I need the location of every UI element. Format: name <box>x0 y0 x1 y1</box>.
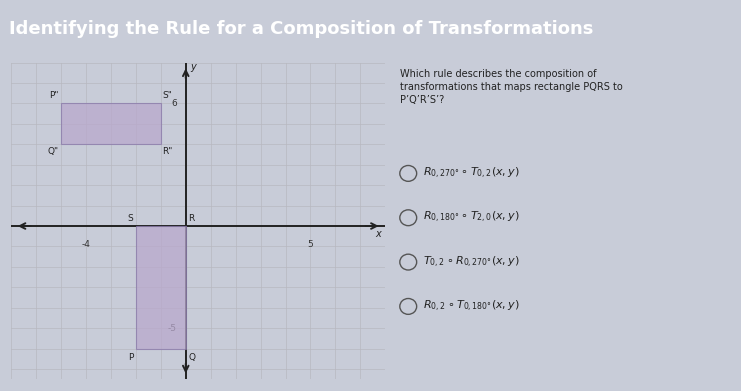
Text: 5: 5 <box>308 240 313 249</box>
Text: Identifying the Rule for a Composition of Transformations: Identifying the Rule for a Composition o… <box>9 20 594 38</box>
Text: $R_{0,2} \circ T_{0,180°}(x, y)$: $R_{0,2} \circ T_{0,180°}(x, y)$ <box>423 299 520 314</box>
Text: Q: Q <box>188 353 195 362</box>
Text: x: x <box>375 229 381 239</box>
Text: Which rule describes the composition of
transformations that maps rectangle PQRS: Which rule describes the composition of … <box>400 69 622 105</box>
Text: R: R <box>188 214 194 223</box>
Text: $R_{0,270°} \circ T_{0,2}(x, y)$: $R_{0,270°} \circ T_{0,2}(x, y)$ <box>423 166 520 181</box>
Text: S: S <box>127 214 133 223</box>
Text: P: P <box>128 353 133 362</box>
Bar <box>61 104 161 144</box>
Text: P": P" <box>49 91 59 100</box>
Text: 6: 6 <box>171 99 177 108</box>
Text: S": S" <box>162 91 172 100</box>
Text: -4: -4 <box>82 240 90 249</box>
Bar <box>136 226 186 349</box>
Text: y: y <box>190 62 196 72</box>
Text: Q": Q" <box>47 147 59 156</box>
Text: R": R" <box>162 147 173 156</box>
Text: $T_{0,2} \circ R_{0,270°}(x, y)$: $T_{0,2} \circ R_{0,270°}(x, y)$ <box>423 255 520 270</box>
Text: $R_{0,180°} \circ T_{2,0}(x, y)$: $R_{0,180°} \circ T_{2,0}(x, y)$ <box>423 210 520 225</box>
Text: -5: -5 <box>168 324 177 333</box>
